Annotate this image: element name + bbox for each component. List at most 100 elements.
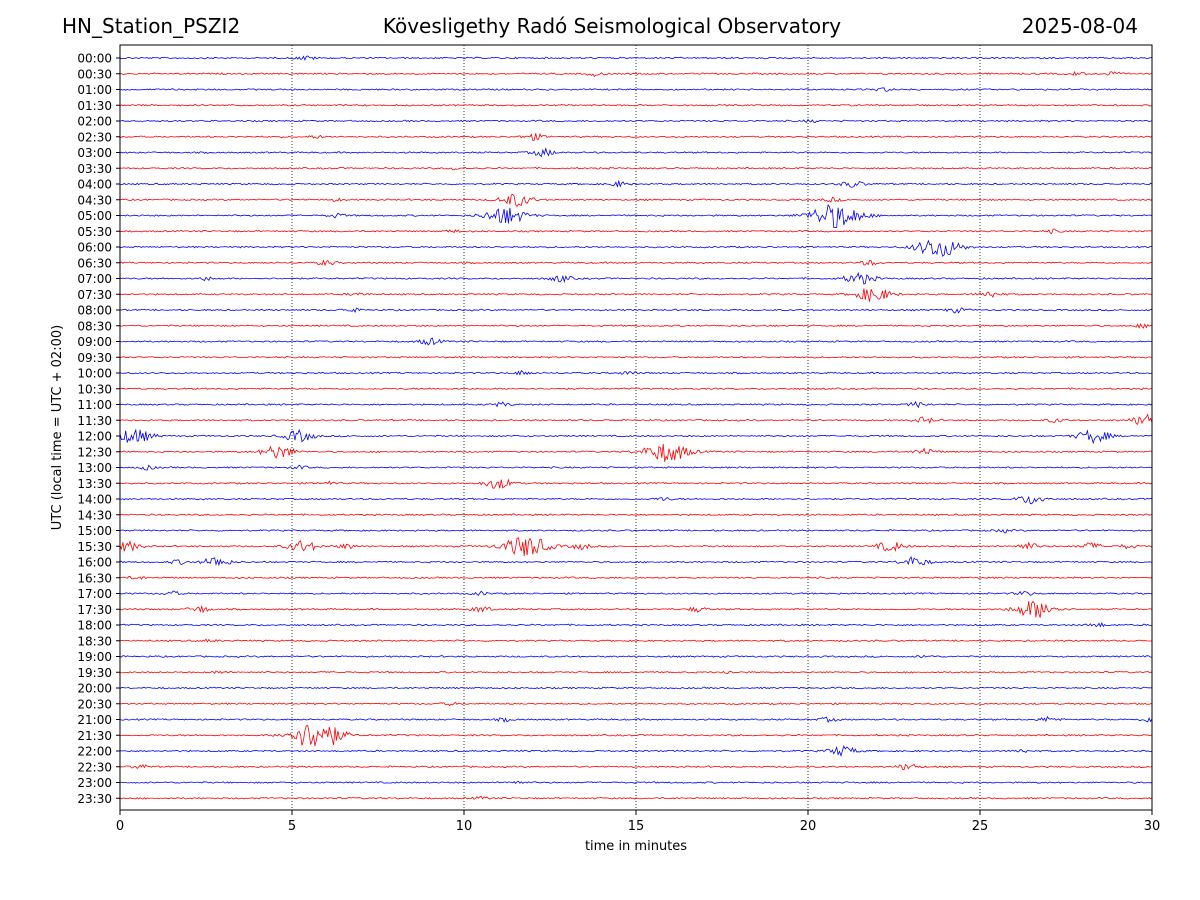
y-tick-label: 14:30: [77, 508, 112, 522]
y-tick-label: 04:00: [77, 178, 112, 192]
trace-1700: [119, 590, 1153, 596]
y-tick-label: 13:30: [77, 477, 112, 491]
trace-0800: [119, 307, 1153, 314]
trace-1130: [119, 413, 1153, 425]
y-tick-label: 10:30: [77, 382, 112, 396]
trace-0830: [119, 323, 1153, 329]
y-tick-label: 10:00: [77, 367, 112, 381]
y-tick-label: 05:00: [77, 209, 112, 223]
trace-1630: [120, 576, 1153, 580]
trace-0200: [119, 118, 1153, 124]
trace-1230: [119, 443, 1153, 462]
y-tick-label: 00:30: [77, 67, 112, 81]
trace-0600: [119, 239, 1153, 257]
y-tick-label: 11:30: [77, 414, 112, 428]
trace-1930: [119, 670, 1153, 675]
y-tick-label: 04:30: [77, 193, 112, 207]
trace-rows: [119, 55, 1153, 800]
y-tick-label: 22:30: [77, 760, 112, 774]
y-tick-label: 01:00: [77, 83, 112, 97]
trace-0100: [119, 87, 1153, 92]
x-tick-label: 0: [116, 819, 124, 834]
y-tick-label: 21:00: [77, 713, 112, 727]
y-tick-label: 03:30: [77, 162, 112, 176]
observatory-title: Kövesligethy Radó Seismological Observat…: [382, 14, 842, 38]
trace-2330: [119, 795, 1153, 800]
trace-0430: [119, 193, 1153, 208]
y-tick-label: 08:30: [77, 319, 112, 333]
y-tick-label: 20:30: [77, 697, 112, 711]
y-tick-label: 06:00: [77, 241, 112, 255]
y-tick-label: 09:00: [77, 335, 112, 349]
x-ticks: 0 5 10 15 20 25 30: [116, 810, 1160, 834]
trace-0330: [119, 166, 1153, 171]
y-tick-label: 02:00: [77, 115, 112, 129]
trace-0930: [119, 355, 1153, 359]
y-tick-label: 16:00: [77, 556, 112, 570]
trace-0730: [119, 288, 1153, 302]
trace-0300: [119, 147, 1153, 158]
trace-0230: [119, 132, 1153, 141]
trace-1200: [119, 428, 1153, 445]
trace-1800: [119, 622, 1153, 628]
trace-1900: [119, 654, 1153, 659]
trace-2000: [119, 686, 1153, 690]
trace-0030: [119, 71, 1153, 78]
y-tick-label: 18:00: [77, 619, 112, 633]
trace-0500: [119, 203, 1153, 229]
y-tick-label: 18:30: [77, 634, 112, 648]
trace-0900: [119, 337, 1153, 346]
trace-1030: [119, 387, 1153, 391]
y-tick-label: 02:30: [77, 130, 112, 144]
y-tick-label: 12:30: [77, 445, 112, 459]
y-tick-label: 03:00: [77, 146, 112, 160]
y-tick-label: 07:30: [77, 288, 112, 302]
y-tick-label: 06:30: [77, 256, 112, 270]
y-tick-label: 07:00: [77, 272, 112, 286]
y-tick-label: 17:30: [77, 603, 112, 617]
trace-1500: [119, 528, 1153, 534]
x-tick-label: 30: [1144, 819, 1161, 834]
trace-1600: [119, 556, 1153, 567]
grid-lines: [291, 45, 981, 810]
trace-2100: [119, 715, 1153, 724]
trace-1530: [119, 537, 1153, 556]
trace-0130: [119, 103, 1153, 107]
y-tick-label: 11:00: [77, 398, 112, 412]
y-axis-label: UTC (local time = UTC + 02:00): [50, 325, 65, 530]
y-tick-label: 19:30: [77, 666, 112, 680]
trace-0700: [119, 271, 1153, 285]
y-tick-label: 19:00: [77, 650, 112, 664]
y-tick-label: 15:30: [77, 540, 112, 554]
trace-2200: [119, 745, 1153, 758]
station-name: HN_Station_PSZI2: [62, 14, 241, 38]
trace-2130: [119, 725, 1153, 747]
y-tick-label: 08:00: [77, 304, 112, 318]
x-tick-label: 20: [800, 819, 817, 834]
y-tick-label: 15:00: [77, 524, 112, 538]
y-tick-label: 22:00: [77, 745, 112, 759]
y-tick-label: 00:00: [77, 52, 112, 66]
trace-1330: [119, 478, 1153, 489]
y-tick-label: 17:00: [77, 587, 112, 601]
y-tick-label: 14:00: [77, 493, 112, 507]
trace-0400: [119, 179, 1153, 188]
record-date: 2025-08-04: [1021, 14, 1138, 38]
trace-0530: [119, 228, 1153, 235]
trace-1830: [119, 638, 1153, 643]
x-tick-label: 10: [456, 819, 473, 834]
y-tick-label: 13:00: [77, 461, 112, 475]
y-tick-label: 01:30: [77, 99, 112, 113]
trace-2030: [119, 701, 1153, 707]
x-tick-label: 5: [288, 819, 296, 834]
trace-0630: [119, 259, 1153, 267]
y-tick-label: 23:30: [77, 792, 112, 806]
y-tick-label: 09:30: [77, 351, 112, 365]
trace-1300: [119, 464, 1153, 471]
x-axis-label: time in minutes: [585, 839, 687, 854]
y-tick-label: 05:30: [77, 225, 112, 239]
trace-1730: [119, 600, 1153, 618]
